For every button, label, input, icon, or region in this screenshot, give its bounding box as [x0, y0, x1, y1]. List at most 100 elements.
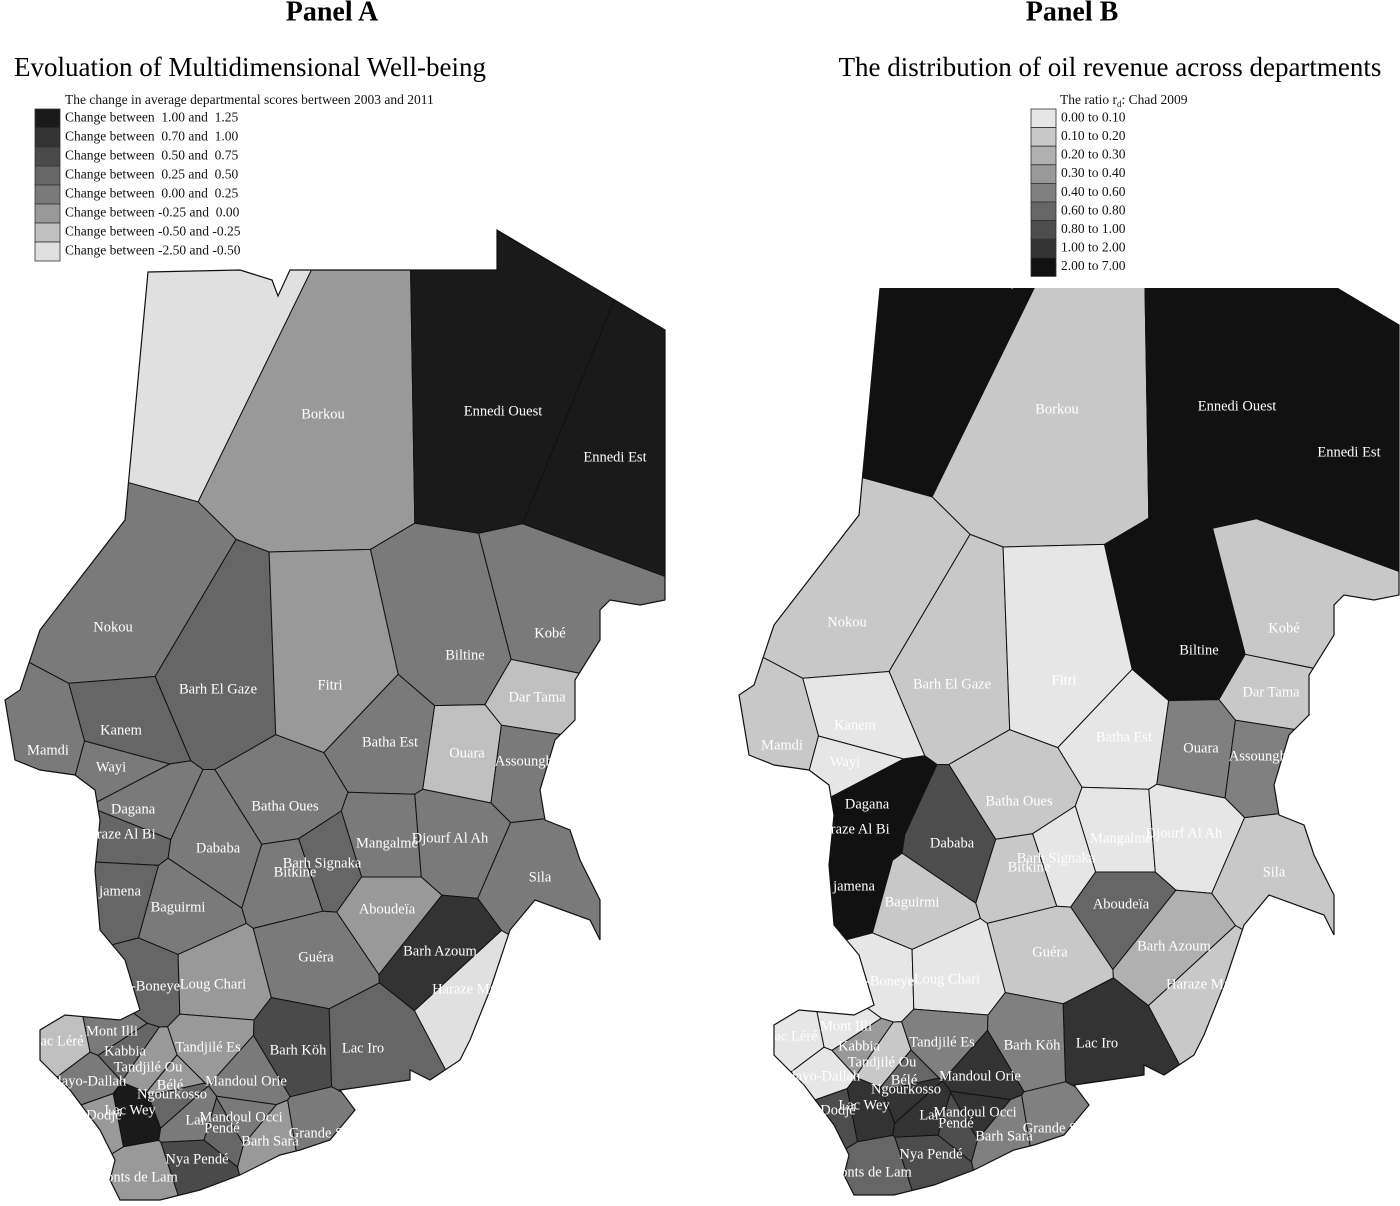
department-label: Kanem — [834, 717, 877, 733]
department-label: Loug Chari — [180, 976, 246, 992]
department-label: Baguirmi — [885, 894, 940, 910]
department-label: Mont Illi — [820, 1018, 872, 1034]
department-label: Batha Oues — [251, 798, 319, 814]
department-label: Assoungha — [1229, 748, 1294, 764]
department-label: Barh El Gaze — [913, 676, 991, 692]
department-label: Ennedi Ouest — [1198, 398, 1277, 414]
department-label: Djourf Al Ah — [1146, 825, 1223, 841]
legend-swatch — [34, 108, 61, 129]
department — [287, 1086, 571, 1200]
department-label: Dodjé — [86, 1107, 121, 1123]
department-label: Borkou — [1035, 401, 1079, 417]
department-label: Bitkine — [274, 864, 317, 880]
legend-label: Change between 0.00 and 0.25 — [65, 186, 238, 201]
department-label: Mandoul Occi — [199, 1109, 282, 1125]
department-label: layo-Dallah — [792, 1068, 861, 1084]
department-label: Barh Signaka — [1017, 850, 1096, 866]
legend-label: 0.40 to 0.60 — [1061, 184, 1126, 199]
department-label: ayo-Boneye — [110, 978, 180, 994]
department-label: Tandjilé Ou — [848, 1054, 917, 1070]
department-label: Wayi — [96, 759, 126, 775]
department — [1224, 719, 1399, 819]
legend-swatch — [34, 222, 61, 243]
department-label: Fitri — [318, 677, 343, 693]
department-label: Mamdi — [761, 737, 803, 753]
department-label: Borkou — [301, 406, 345, 422]
department-label: Batha Est — [1096, 729, 1152, 745]
legend-label: 0.10 to 0.20 — [1061, 128, 1126, 143]
legend-swatch — [34, 146, 61, 167]
department-label: Laï — [919, 1107, 938, 1123]
legend-swatch — [1030, 238, 1057, 259]
legend-title-text: The change in average departmental score… — [65, 92, 434, 107]
department — [413, 929, 665, 1200]
department-label: Aboudeïa — [359, 901, 416, 917]
department-label: Nokou — [93, 619, 132, 635]
department-label: ac Léré — [40, 1033, 83, 1049]
department-label: Mont Illi — [86, 1023, 138, 1039]
department-label: Mandoul Orie — [939, 1068, 1021, 1084]
department-label: Biltine — [1179, 642, 1218, 658]
department-label: onts de Lam — [840, 1164, 912, 1180]
department-label: Mangalmé — [1090, 830, 1152, 846]
legend-swatch — [1030, 201, 1057, 222]
map-panel: Borkou Ennedi Ouest Ennedi Est Nokou Barh El… — [738, 288, 1400, 1196]
legend-swatch — [1030, 257, 1057, 277]
department-label: Wayi — [830, 754, 860, 770]
department-label: Dagana — [111, 801, 156, 817]
department-label: Mandoul Orie — [205, 1073, 287, 1089]
department-label: Pendé — [938, 1115, 973, 1131]
department-label: Bélé — [891, 1072, 918, 1088]
department-label: Mandoul Occi — [933, 1104, 1016, 1120]
legend-label: Change between -0.25 and 0.00 — [65, 205, 240, 220]
department-label: Pendé — [204, 1120, 239, 1136]
legend-label: 2.00 to 7.00 — [1061, 258, 1126, 273]
department-label: jamena — [98, 883, 141, 899]
department-label: Dar Tama — [508, 689, 566, 705]
legend-swatch — [34, 241, 61, 262]
department — [477, 795, 665, 1076]
map-panel: Borkou Ennedi Ouest Ennedi Est Nokou Barh El… — [4, 228, 666, 1201]
legend-label: 0.20 to 0.30 — [1061, 147, 1126, 162]
department-label: Haraze Mangu — [1166, 976, 1252, 992]
department-label: Mangalmé — [356, 835, 418, 851]
department-label: Haraze Mangu — [432, 981, 518, 997]
department-label: Grande Si — [289, 1125, 347, 1141]
department-label: layo-Dallah — [58, 1073, 127, 1089]
department-label: Dababa — [930, 835, 975, 851]
department-label: Tandjilé Ou — [114, 1059, 183, 1075]
legend-swatch — [34, 184, 61, 205]
department — [1255, 288, 1399, 604]
legend-label: Change between -2.50 and -0.50 — [65, 243, 241, 258]
map: Borkou Ennedi Ouest Ennedi Est Nokou Barh El… — [738, 288, 1400, 1196]
department-label: Tandjilé Es — [175, 1039, 241, 1055]
country-outline — [4, 228, 666, 1201]
department-label: Ennedi Ouest — [464, 403, 543, 419]
legend-swatch — [1030, 145, 1057, 166]
department-label: Kanem — [100, 722, 143, 738]
department-label: araze Al Bi — [90, 826, 155, 842]
department-label: Barh Azoum — [1137, 938, 1211, 954]
panel-title: Panel A — [286, 0, 379, 27]
department-label: Mamdi — [27, 742, 69, 758]
department-label: Tandjilé Es — [909, 1034, 975, 1050]
legend-swatch — [1030, 220, 1057, 240]
legend-label: Change between 1.00 and 1.25 — [65, 110, 238, 125]
department-label: Lac Wey — [838, 1097, 890, 1113]
legend-label: 0.80 to 1.00 — [1061, 221, 1126, 236]
department-label: Barh Azoum — [403, 943, 477, 959]
department-label: Nya Pendé — [165, 1151, 228, 1167]
department-label: Aboudeïa — [1093, 896, 1150, 912]
legend-label: 0.60 to 0.80 — [1061, 202, 1126, 217]
department-label: jamena — [832, 878, 875, 894]
department-label: Sila — [529, 869, 552, 885]
department-label: Nya Pendé — [899, 1146, 962, 1162]
department-label: Barh Signaka — [283, 855, 362, 871]
department-label: Ouara — [449, 745, 485, 761]
department-label: ac Léré — [774, 1028, 817, 1044]
department-label: Barh El Gaze — [179, 681, 257, 697]
department-label: Dar Tama — [1242, 684, 1300, 700]
department-label: ayo-Boneye — [844, 973, 914, 989]
department-label: onts de Lam — [106, 1169, 178, 1185]
